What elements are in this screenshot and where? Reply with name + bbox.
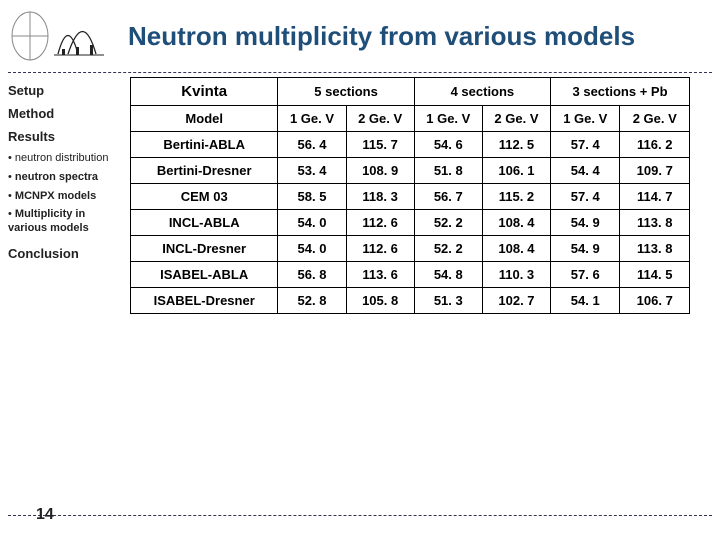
table-row: INCL-Dresner54. 0112. 652. 2108. 454. 91… [131,236,690,262]
table-cell: 102. 7 [482,288,550,314]
logo-svg [8,9,108,63]
table-subheader: 1 Ge. V [278,106,346,132]
table-cell: 54. 0 [278,236,346,262]
table-cell: 54. 0 [278,210,346,236]
table-cell: 113. 8 [620,210,690,236]
table-cell: 54. 4 [551,158,620,184]
table-cell: 112. 6 [346,236,414,262]
table-cell: 57. 4 [551,132,620,158]
table-body: Bertini-ABLA56. 4115. 754. 6112. 557. 41… [131,132,690,314]
table-header-group: Kvinta [131,78,278,106]
table-cell: 113. 8 [620,236,690,262]
sidebar-method: Method [8,106,122,121]
table-cell: 108. 4 [482,236,550,262]
table-subheader: Model [131,106,278,132]
table-row: CEM 0358. 5118. 356. 7115. 257. 4114. 7 [131,184,690,210]
table-row: ISABEL-Dresner52. 8105. 851. 3102. 754. … [131,288,690,314]
table-subheader: 1 Ge. V [551,106,620,132]
table-cell: 51. 3 [414,288,482,314]
table-subheader: 2 Ge. V [620,106,690,132]
table-header-row-1: Kvinta5 sections4 sections3 sections + P… [131,78,690,106]
sidebar-conclusion: Conclusion [8,246,122,261]
body: Setup Method Results neutron distributio… [0,73,720,473]
table-cell: 54. 1 [551,288,620,314]
table-cell: 114. 7 [620,184,690,210]
table-row-label: INCL-Dresner [131,236,278,262]
table-header-group: 4 sections [414,78,550,106]
footer: 14 [0,515,720,516]
table-cell: 56. 7 [414,184,482,210]
table-cell: 54. 9 [551,210,620,236]
table-cell: 110. 3 [482,262,550,288]
table-row-label: Bertini-Dresner [131,158,278,184]
table-subheader: 2 Ge. V [346,106,414,132]
main: Kvinta5 sections4 sections3 sections + P… [128,73,720,473]
table-cell: 114. 5 [620,262,690,288]
table-cell: 116. 2 [620,132,690,158]
sidebar: Setup Method Results neutron distributio… [0,73,128,473]
table-row: Bertini-Dresner53. 4108. 951. 8106. 154.… [131,158,690,184]
table-cell: 54. 8 [414,262,482,288]
sidebar-bullet: neutron spectra [8,171,122,185]
separator-bottom [8,515,712,516]
table-row: INCL-ABLA54. 0112. 652. 2108. 454. 9113.… [131,210,690,236]
table-header-group: 3 sections + Pb [551,78,690,106]
table-cell: 106. 7 [620,288,690,314]
sidebar-bullet: MCNPX models [8,190,122,204]
table-row: Bertini-ABLA56. 4115. 754. 6112. 557. 41… [131,132,690,158]
table-cell: 51. 8 [414,158,482,184]
table-head: Kvinta5 sections4 sections3 sections + P… [131,78,690,132]
table-cell: 53. 4 [278,158,346,184]
table-cell: 52. 2 [414,210,482,236]
header: Neutron multiplicity from various models [0,0,720,72]
table-header-row-2: Model1 Ge. V2 Ge. V1 Ge. V2 Ge. V1 Ge. V… [131,106,690,132]
table-cell: 108. 9 [346,158,414,184]
table-row: ISABEL-ABLA56. 8113. 654. 8110. 357. 611… [131,262,690,288]
page-title: Neutron multiplicity from various models [128,21,635,52]
sidebar-bullet: neutron distribution [8,152,122,166]
sidebar-setup: Setup [8,83,122,98]
table-row-label: CEM 03 [131,184,278,210]
table-cell: 105. 8 [346,288,414,314]
table-cell: 112. 5 [482,132,550,158]
sidebar-results: Results [8,129,122,144]
sidebar-bullet: Multiplicity in various models [8,208,122,236]
table-cell: 115. 2 [482,184,550,210]
table-cell: 52. 8 [278,288,346,314]
table-cell: 108. 4 [482,210,550,236]
table-cell: 106. 1 [482,158,550,184]
data-table: Kvinta5 sections4 sections3 sections + P… [130,77,690,314]
table-cell: 58. 5 [278,184,346,210]
table-subheader: 2 Ge. V [482,106,550,132]
table-cell: 57. 4 [551,184,620,210]
table-row-label: Bertini-ABLA [131,132,278,158]
table-cell: 56. 4 [278,132,346,158]
table-header-group: 5 sections [278,78,414,106]
table-cell: 118. 3 [346,184,414,210]
table-cell: 115. 7 [346,132,414,158]
page-number: 14 [36,506,54,524]
table-cell: 54. 9 [551,236,620,262]
table-cell: 109. 7 [620,158,690,184]
table-cell: 57. 6 [551,262,620,288]
table-cell: 52. 2 [414,236,482,262]
table-cell: 112. 6 [346,210,414,236]
table-subheader: 1 Ge. V [414,106,482,132]
table-row-label: INCL-ABLA [131,210,278,236]
logo [8,7,108,65]
table-row-label: ISABEL-ABLA [131,262,278,288]
table-cell: 56. 8 [278,262,346,288]
table-row-label: ISABEL-Dresner [131,288,278,314]
sidebar-bullets: neutron distribution neutron spectra MCNPX… [8,152,122,236]
table-cell: 54. 6 [414,132,482,158]
table-cell: 113. 6 [346,262,414,288]
